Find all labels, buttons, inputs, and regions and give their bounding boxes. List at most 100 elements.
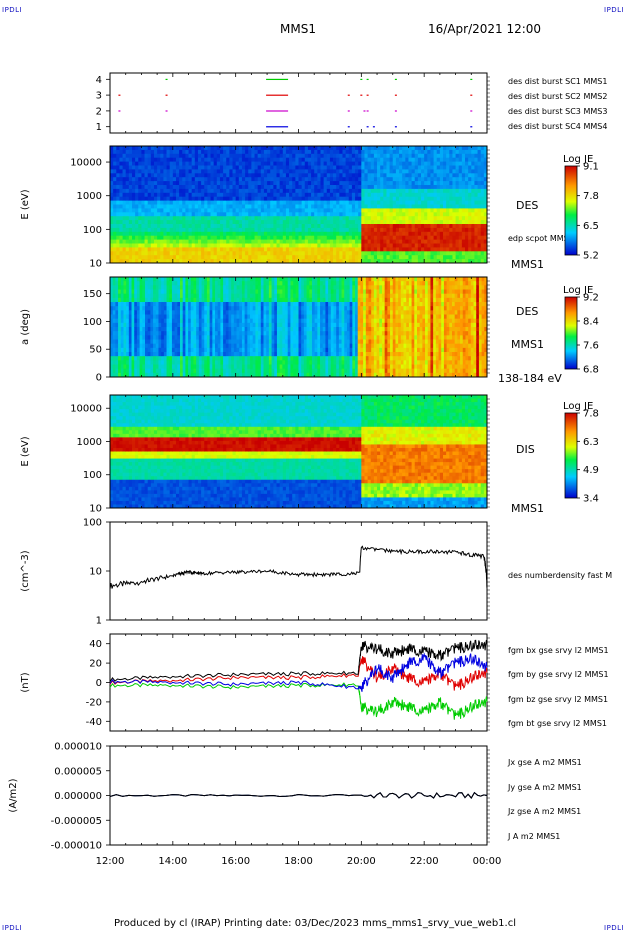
heat-cell (257, 181, 262, 186)
heat-cell (169, 343, 173, 349)
heat-cell (207, 216, 211, 221)
heat-cell (446, 149, 450, 155)
heat-cell (191, 161, 196, 166)
heat-cell (172, 220, 177, 225)
heat-cell (116, 192, 120, 198)
heat-cell (430, 173, 434, 178)
heat-cell (411, 149, 416, 155)
heat-cell (443, 239, 447, 244)
heat-cell (257, 235, 262, 240)
heat-cell (292, 173, 296, 178)
heat-cell (238, 196, 243, 201)
heat-cell (188, 356, 192, 361)
heat-cell (131, 360, 135, 365)
heat-cell (370, 169, 375, 174)
heat-cell (223, 327, 227, 332)
heat-cell (263, 157, 268, 162)
heat-cell (175, 255, 180, 260)
heat-cell (304, 192, 309, 198)
heat-cell (226, 165, 230, 170)
heat-cell (226, 231, 230, 237)
heat-cell (395, 177, 400, 182)
heat-cell (241, 181, 246, 186)
heat-cell (424, 224, 428, 229)
heat-cell (285, 243, 290, 248)
heat-cell (194, 216, 199, 221)
heat-cell (119, 231, 123, 237)
heat-cell (113, 235, 117, 240)
heat-cell (351, 239, 356, 244)
heat-cell (443, 251, 447, 256)
heat-cell (206, 289, 211, 295)
heat-cell (439, 204, 444, 209)
heat-cell (339, 153, 343, 159)
heat-cell (449, 146, 453, 151)
heat-cell (348, 255, 353, 260)
heat-cell (147, 310, 151, 315)
heat-cell (301, 177, 306, 182)
heat-cell (142, 285, 146, 290)
heat-cell (201, 220, 205, 225)
heat-cell (358, 173, 362, 178)
heat-cell (333, 251, 337, 256)
heat-cell (226, 173, 230, 178)
heat-cell (177, 289, 181, 295)
heat-cell (245, 251, 249, 256)
heat-cell (361, 153, 365, 159)
heat-cell (241, 293, 246, 299)
heat-cell (392, 181, 397, 186)
des-energy-colorbar-label: 6.5 (583, 221, 599, 232)
heat-cell (182, 146, 186, 151)
heat-cell (210, 204, 215, 209)
heat-cell (147, 289, 151, 295)
heat-cell (320, 169, 325, 174)
heat-cell (263, 212, 268, 217)
heat-cell (182, 185, 186, 190)
heat-cell (285, 146, 290, 151)
heat-cell (197, 185, 202, 190)
heat-cell (128, 181, 133, 186)
heat-cell (201, 285, 205, 290)
heat-cell (216, 146, 221, 151)
heat-cell (216, 181, 221, 186)
heat-cell (439, 243, 444, 248)
heat-cell (145, 347, 149, 353)
heat-cell (304, 177, 309, 182)
heat-cell (468, 146, 472, 151)
heat-cell (339, 169, 343, 174)
heat-cell (144, 255, 149, 260)
heat-cell (373, 204, 378, 209)
heat-cell (223, 173, 227, 178)
heat-cell (364, 247, 369, 252)
heat-cell (126, 314, 130, 320)
heat-cell (377, 216, 381, 221)
heat-cell (120, 364, 124, 370)
heat-cell (358, 177, 362, 182)
heat-cell (480, 146, 485, 151)
heat-cell (452, 177, 456, 182)
burst-mark (266, 126, 289, 128)
heat-cell (370, 243, 375, 248)
heat-cell (361, 177, 365, 182)
heat-cell (373, 231, 378, 237)
heat-cell (213, 173, 218, 178)
heat-cell (367, 149, 372, 155)
heat-cell (150, 173, 155, 178)
heat-cell (408, 204, 412, 209)
heat-cell (427, 259, 431, 264)
heat-cell (188, 339, 192, 345)
heat-cell (141, 161, 145, 166)
heat-cell (235, 224, 240, 229)
heat-cell (373, 247, 378, 252)
heat-cell (471, 212, 475, 217)
des-energy-colorbar-label: 7.8 (583, 191, 599, 202)
heat-cell (235, 181, 240, 186)
heat-cell (279, 255, 284, 260)
heat-cell (345, 153, 350, 159)
heat-cell (196, 335, 200, 340)
heat-cell (215, 343, 219, 349)
heat-cell (185, 247, 189, 252)
heat-cell (118, 310, 122, 315)
heat-cell (411, 173, 416, 178)
heat-cell (367, 255, 372, 260)
